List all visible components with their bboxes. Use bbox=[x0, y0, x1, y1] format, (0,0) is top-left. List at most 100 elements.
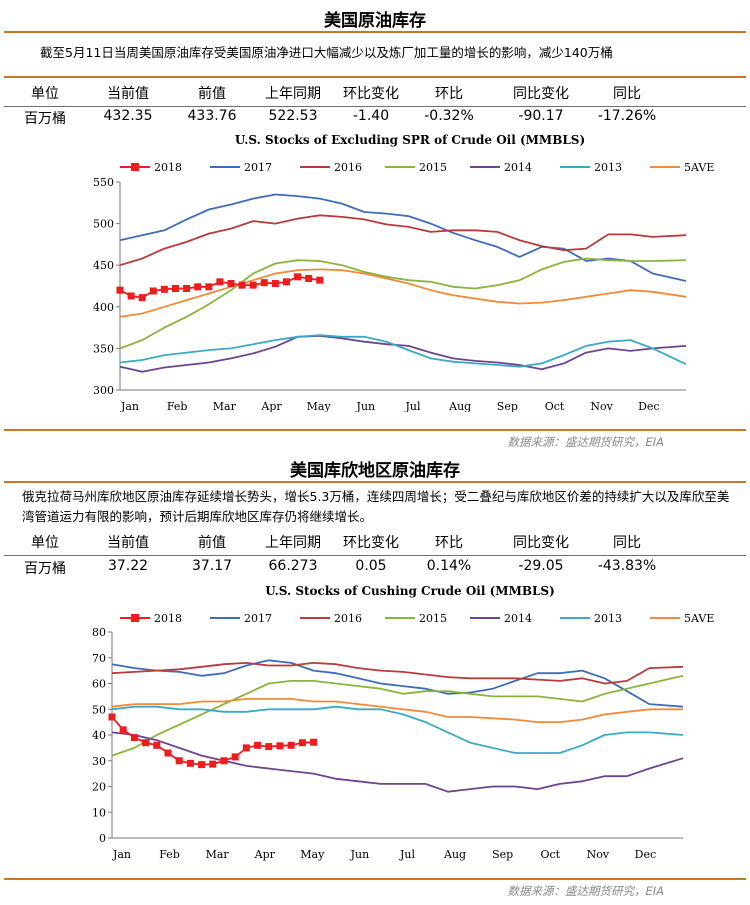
series-line-5AVE bbox=[119, 268, 687, 318]
stats-value-row: 百万桶 37.22 37.17 66.273 0.05 0.14% -29.05… bbox=[0, 558, 750, 580]
y-tick-label: 0 bbox=[99, 832, 106, 845]
stats-value-cell: 0.05 bbox=[355, 558, 387, 574]
data-point-2018 bbox=[298, 739, 306, 747]
stats-value-cell: 百万桶 bbox=[24, 561, 66, 577]
stats-header-cell: 同比 bbox=[613, 535, 641, 551]
stats-header-cell: 同比变化 bbox=[513, 535, 569, 551]
data-point-2018 bbox=[164, 749, 172, 757]
series-line-2015 bbox=[119, 257, 687, 350]
data-point-2018 bbox=[294, 273, 302, 281]
chart-title: U.S. Stocks of Excluding SPR of Crude Oi… bbox=[234, 133, 586, 147]
legend-label: 2013 bbox=[594, 612, 622, 625]
x-tick-label: May bbox=[307, 400, 332, 412]
x-tick-label: Nov bbox=[590, 400, 613, 412]
data-point-2018 bbox=[316, 276, 324, 284]
data-point-2018 bbox=[287, 741, 295, 749]
x-tick-label: Apr bbox=[260, 400, 282, 412]
data-point-2018 bbox=[149, 287, 157, 295]
y-tick-label: 400 bbox=[93, 301, 114, 314]
data-point-2018 bbox=[282, 278, 290, 286]
series-line-2013 bbox=[119, 334, 687, 368]
legend-label: 2014 bbox=[504, 612, 532, 625]
x-tick-label: Apr bbox=[254, 848, 276, 861]
series-line-2015 bbox=[111, 674, 684, 757]
series-line-2014 bbox=[119, 334, 687, 373]
data-point-2018 bbox=[227, 280, 235, 288]
crude-stocks-chart: 300 350 400 450 500 550 Jan Feb Mar Apr May Jun Jul A… bbox=[93, 161, 714, 412]
series-line-2017 bbox=[111, 659, 684, 708]
stats-value-cell: -90.17 bbox=[518, 108, 564, 124]
data-point-2018 bbox=[194, 283, 202, 291]
data-point-2018 bbox=[171, 284, 179, 292]
section-title: 美国原油库存 bbox=[324, 11, 426, 31]
data-point-2018 bbox=[130, 734, 138, 742]
section-description: 俄克拉荷马州库欣地区原油库存延续增长势头，增长5.3万桶，连续四周增长；受二叠纪… bbox=[22, 489, 730, 524]
data-point-2018 bbox=[238, 281, 246, 289]
x-tick-label: Aug bbox=[448, 400, 471, 412]
x-tick-label: Dec bbox=[635, 848, 657, 861]
x-tick-label: Oct bbox=[545, 400, 565, 412]
x-tick-label: Mar bbox=[206, 848, 230, 861]
y-tick-label: 10 bbox=[92, 806, 106, 819]
x-tick-label: Feb bbox=[159, 848, 180, 861]
legend-label: 2015 bbox=[419, 612, 447, 625]
stats-header-cell: 环比变化 bbox=[343, 86, 399, 102]
data-point-2018 bbox=[198, 761, 206, 769]
y-tick-label: 50 bbox=[92, 703, 106, 716]
stats-value-cell: 522.53 bbox=[268, 108, 318, 124]
stats-header-cell: 上年同期 bbox=[265, 535, 321, 551]
x-tick-label: Dec bbox=[638, 400, 660, 412]
y-tick-label: 60 bbox=[92, 678, 106, 691]
data-point-2018 bbox=[310, 738, 318, 746]
stats-value-row: 百万桶 432.35 433.76 522.53 -1.40 -0.32% -9… bbox=[0, 108, 750, 130]
series-line-2016 bbox=[119, 214, 687, 267]
data-source: 数据来源：盛达期货研究，EIA bbox=[507, 884, 664, 898]
legend-label: 2017 bbox=[244, 612, 272, 625]
data-point-2018 bbox=[108, 713, 116, 721]
data-point-2018 bbox=[127, 292, 135, 300]
legend-marker bbox=[131, 163, 139, 171]
legend-label: 5AVE bbox=[684, 612, 714, 625]
legend-label: 2017 bbox=[244, 161, 272, 174]
stats-value-cell: -0.32% bbox=[424, 108, 474, 124]
data-point-2018 bbox=[205, 283, 213, 291]
legend-label: 2016 bbox=[334, 612, 362, 625]
stats-header-cell: 同比 bbox=[613, 86, 641, 102]
divider bbox=[4, 429, 746, 431]
divider bbox=[4, 76, 746, 78]
stats-value-cell: -1.40 bbox=[352, 108, 390, 124]
stats-value-cell: 37.22 bbox=[107, 558, 149, 574]
y-tick-label: 30 bbox=[92, 755, 106, 768]
divider bbox=[4, 481, 746, 483]
x-tick-label: Mar bbox=[213, 400, 237, 412]
stats-value-cell: -17.26% bbox=[597, 108, 657, 124]
data-point-2018 bbox=[242, 744, 250, 752]
x-tick-label: Jul bbox=[404, 400, 420, 412]
stats-header-cell: 前值 bbox=[198, 86, 226, 102]
stats-value-cell: -43.83% bbox=[597, 558, 657, 574]
legend-label: 2016 bbox=[334, 161, 362, 174]
stats-divider bbox=[4, 106, 746, 107]
x-tick-label: Jan bbox=[120, 400, 139, 412]
y-tick-label: 350 bbox=[93, 342, 114, 355]
x-tick-label: Feb bbox=[167, 400, 188, 412]
y-tick-label: 550 bbox=[93, 176, 114, 189]
data-point-2018 bbox=[138, 294, 146, 302]
stats-value-cell: 66.273 bbox=[268, 558, 318, 574]
data-point-2018 bbox=[305, 275, 313, 283]
data-point-2018 bbox=[276, 742, 284, 750]
stats-header-cell: 当前值 bbox=[107, 86, 149, 102]
x-tick-label: Jun bbox=[356, 400, 376, 412]
stats-value-cell: 37.17 bbox=[191, 558, 233, 574]
x-tick-label: Aug bbox=[443, 848, 466, 861]
stats-header-cell: 前值 bbox=[198, 535, 226, 551]
stats-header-row: 单位 当前值 前值 上年同期 环比变化 环比 同比变化 同比 bbox=[0, 83, 750, 105]
x-tick-label: May bbox=[300, 848, 325, 861]
stats-value-cell: 433.76 bbox=[187, 108, 237, 124]
legend-label: 2014 bbox=[504, 161, 532, 174]
y-tick-label: 40 bbox=[92, 729, 106, 742]
data-point-2018 bbox=[216, 278, 224, 286]
chart-title: U.S. Stocks of Cushing Crude Oil (MMBLS) bbox=[265, 584, 555, 598]
stats-value-cell: 百万桶 bbox=[24, 111, 66, 127]
series-line-2013 bbox=[111, 705, 684, 754]
